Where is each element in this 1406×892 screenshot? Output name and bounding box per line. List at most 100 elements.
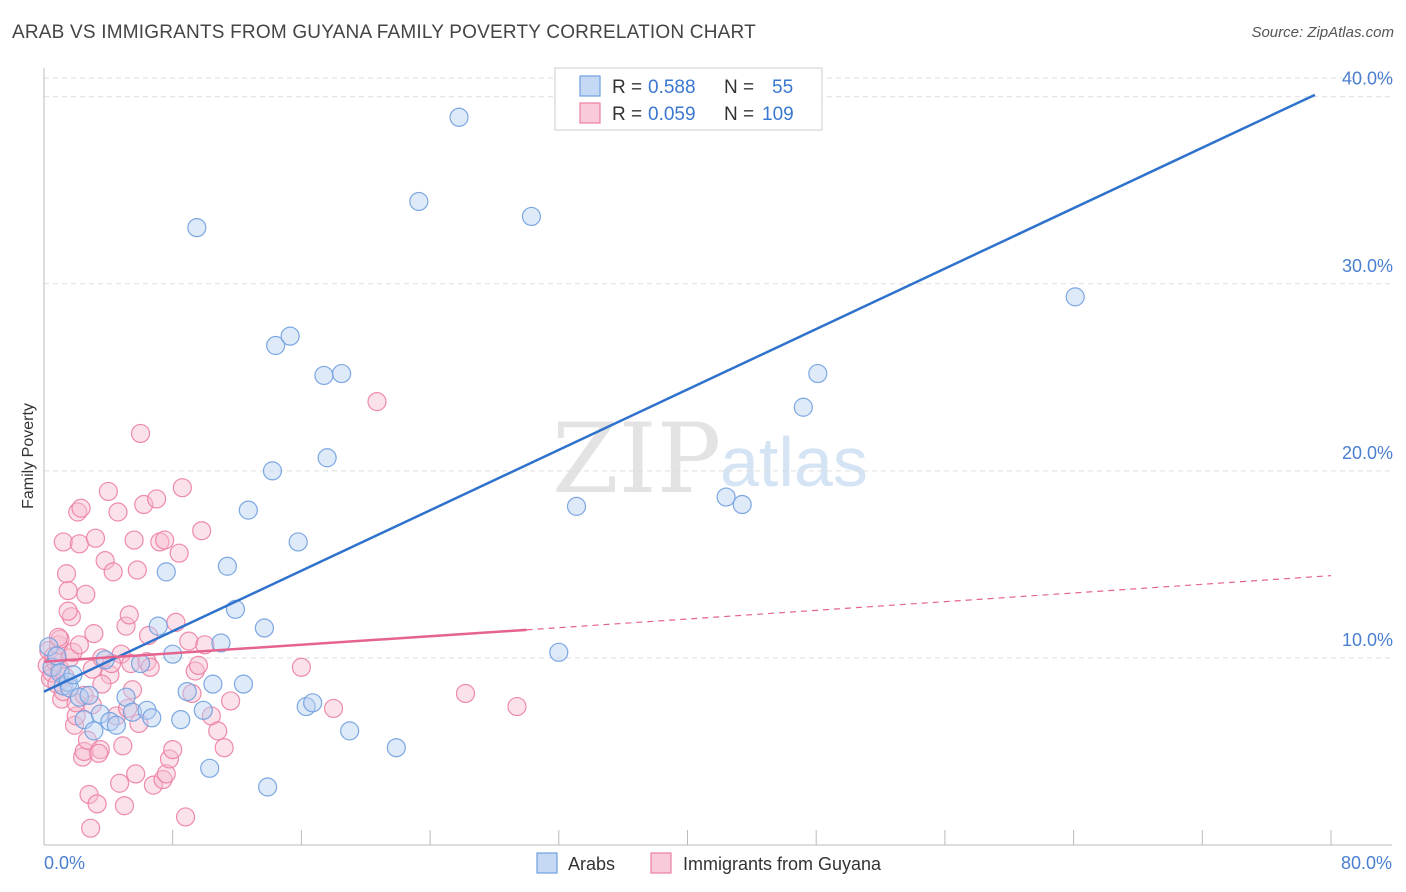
- arabs-point: [303, 693, 323, 713]
- guyana-point: [137, 652, 157, 672]
- guyana-point: [110, 773, 130, 793]
- guyana-point: [63, 642, 83, 662]
- guyana-point: [323, 698, 344, 719]
- guyana-point: [122, 680, 143, 700]
- arabs-point: [148, 616, 168, 636]
- guyana-point: [208, 721, 228, 741]
- arabs-point: [409, 191, 429, 212]
- guyana-point: [172, 478, 192, 498]
- y-tick-label-10: 10.0%: [1342, 630, 1393, 650]
- guyana-point: [214, 738, 234, 758]
- arabs-point: [211, 633, 231, 653]
- guyana-point: [92, 674, 112, 694]
- legend-swatch-guyana: [579, 102, 601, 124]
- guyana-point: [81, 818, 101, 838]
- guyana-point: [68, 502, 88, 522]
- guyana-point: [69, 635, 89, 655]
- guyana-point: [185, 661, 205, 681]
- bottom-legend-swatch-arabs: [536, 852, 558, 874]
- guyana-point: [85, 528, 106, 548]
- watermark-atlas: atlas: [720, 423, 868, 501]
- guyana-point: [175, 807, 196, 827]
- arabs-point: [130, 653, 151, 674]
- guyana-point: [221, 691, 241, 711]
- arabs-point: [200, 758, 220, 778]
- arabs-point: [187, 218, 207, 238]
- arabs-point: [258, 777, 278, 797]
- series-arabs-points: [39, 107, 1085, 797]
- guyana-point: [153, 769, 173, 790]
- guyana-point: [188, 655, 209, 676]
- arabs-point: [1065, 287, 1085, 307]
- arabs-point: [262, 461, 283, 481]
- chart-source: Source: ZipAtlas.com: [1251, 24, 1394, 41]
- guyana-point: [74, 741, 94, 762]
- guyana-point: [121, 653, 141, 674]
- arabs-point: [386, 738, 406, 758]
- arabs-point: [203, 674, 223, 694]
- y-tick-labels: 10.0% 20.0% 30.0% 40.0%: [1342, 69, 1393, 650]
- legend-r-value-guyana: 0.059: [648, 104, 696, 125]
- guyana-point: [116, 616, 136, 636]
- guyana-point: [61, 607, 81, 627]
- chart-title: ARAB VS IMMIGRANTS FROM GUYANA FAMILY PO…: [12, 22, 756, 43]
- guyana-point: [53, 532, 73, 552]
- arabs-point: [449, 107, 469, 127]
- arabs-point: [280, 326, 300, 346]
- legend-n-value-arabs: 55: [772, 77, 793, 98]
- arabs-point: [84, 721, 104, 741]
- guyana-point: [56, 564, 77, 584]
- guyana-point: [147, 489, 167, 509]
- guyana-point: [103, 562, 123, 582]
- legend-r-value-arabs: 0.588: [648, 77, 696, 98]
- arabs-point: [193, 700, 213, 720]
- arabs-point: [156, 562, 176, 582]
- top-legend: R = 0.588 N = 55 R = 0.059 N = 109: [554, 67, 823, 131]
- guyana-point: [95, 551, 115, 571]
- arabs-point: [177, 681, 197, 702]
- arabs-point: [808, 363, 828, 384]
- legend-swatch-arabs: [579, 75, 601, 97]
- arabs-point: [793, 397, 813, 417]
- guyana-point: [58, 580, 78, 601]
- bottom-legend: Arabs Immigrants from Guyana: [536, 852, 882, 874]
- y-tick-label-40: 40.0%: [1342, 69, 1393, 89]
- x-tick-label-max: 80.0%: [1341, 853, 1392, 873]
- arabs-point: [716, 487, 736, 507]
- arabs-point: [238, 500, 258, 520]
- trend-line-guyana-extension: [526, 575, 1332, 631]
- guyana-point: [169, 543, 189, 563]
- guyana-point: [192, 521, 212, 541]
- guyana-point: [87, 794, 107, 814]
- arabs-point: [521, 206, 542, 227]
- series-guyana-points: [37, 392, 527, 838]
- guyana-point: [84, 624, 104, 644]
- y-tick-label-30: 30.0%: [1342, 256, 1393, 276]
- arabs-point: [254, 618, 274, 638]
- y-tick-label-20: 20.0%: [1342, 443, 1393, 463]
- arabs-point: [142, 708, 162, 728]
- arabs-point: [288, 532, 308, 552]
- x-axis-ticks: [43, 830, 1332, 845]
- guyana-point: [455, 683, 476, 704]
- guyana-point: [156, 764, 176, 784]
- trend-line-guyana: [43, 628, 527, 663]
- guyana-point: [124, 530, 144, 550]
- guyana-point: [119, 605, 139, 625]
- bottom-legend-label-guyana: Immigrants from Guyana: [683, 854, 882, 874]
- arabs-point: [340, 721, 360, 741]
- guyana-point: [155, 530, 175, 550]
- guyana-point: [89, 743, 109, 763]
- guyana-point: [507, 696, 527, 717]
- guyana-point: [179, 631, 199, 651]
- legend-n-value-guyana: 109: [762, 104, 794, 125]
- arabs-point: [233, 674, 254, 694]
- arabs-point: [69, 687, 89, 707]
- guyana-point: [76, 584, 96, 604]
- guyana-point: [113, 736, 133, 756]
- arabs-point: [266, 335, 286, 356]
- x-tick-label-min: 0.0%: [44, 853, 85, 873]
- guyana-point: [127, 560, 147, 580]
- arabs-point: [171, 710, 191, 730]
